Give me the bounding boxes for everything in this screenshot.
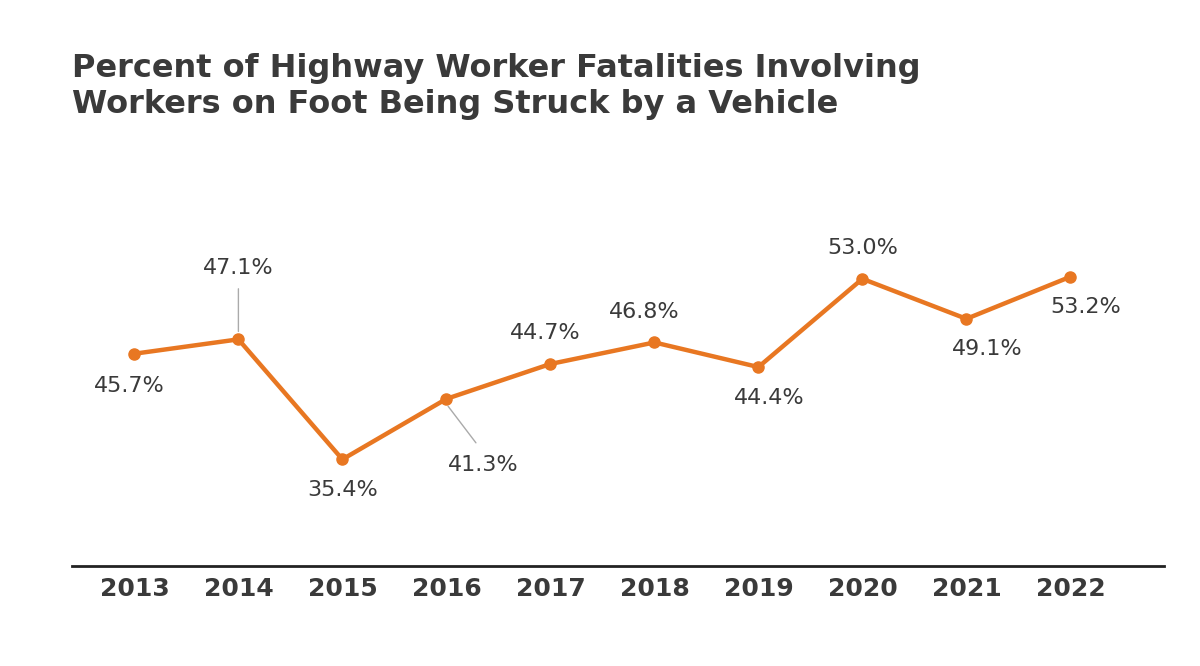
Text: 53.2%: 53.2%	[1051, 297, 1121, 317]
Text: 44.4%: 44.4%	[733, 388, 804, 408]
Text: 45.7%: 45.7%	[94, 376, 164, 396]
Text: 35.4%: 35.4%	[307, 480, 378, 500]
Text: 44.7%: 44.7%	[510, 324, 581, 344]
Text: 47.1%: 47.1%	[203, 258, 274, 278]
Text: Percent of Highway Worker Fatalities Involving
Workers on Foot Being Struck by a: Percent of Highway Worker Fatalities Inv…	[72, 53, 920, 120]
Text: 46.8%: 46.8%	[608, 302, 679, 322]
Text: 41.3%: 41.3%	[448, 456, 518, 476]
Text: 49.1%: 49.1%	[952, 340, 1022, 360]
Text: 53.0%: 53.0%	[827, 238, 898, 258]
